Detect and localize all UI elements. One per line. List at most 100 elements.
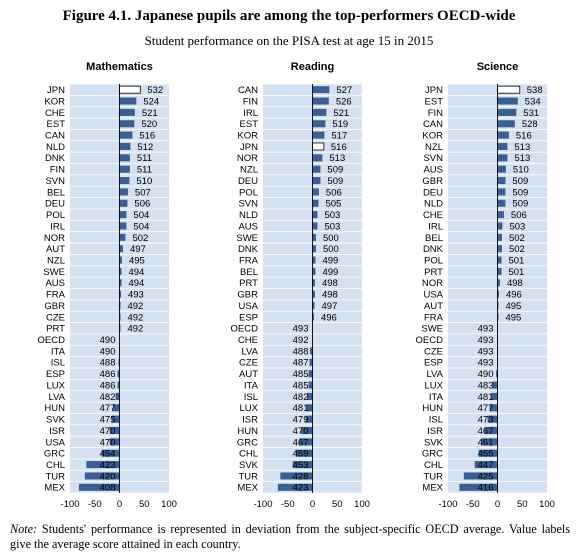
value-label: 492	[127, 301, 143, 312]
category-label: ITA	[51, 346, 66, 357]
bar	[312, 290, 315, 298]
bar	[306, 404, 313, 412]
value-label: 504	[133, 221, 149, 232]
category-label: DNK	[423, 244, 444, 255]
value-label: 516	[139, 131, 155, 142]
value-label: 470	[293, 426, 309, 437]
tick-label: 50	[332, 499, 343, 510]
bar	[308, 370, 313, 378]
bar	[497, 267, 502, 275]
category-label: KOR	[237, 131, 258, 142]
value-label: 496	[321, 312, 337, 323]
value-label: 482	[293, 392, 309, 403]
category-label: NZL	[425, 142, 443, 153]
bar	[497, 279, 500, 287]
category-label: CZE	[46, 312, 65, 323]
value-label: 510	[136, 176, 152, 187]
bar	[497, 313, 499, 321]
bar	[312, 108, 327, 116]
bar	[119, 188, 128, 196]
category-label: ITA	[429, 392, 444, 403]
value-label: 416	[478, 483, 494, 494]
value-label: 454	[100, 449, 116, 460]
category-label: CHL	[46, 460, 65, 471]
category-label: FRA	[424, 312, 444, 323]
category-label: BEL	[47, 187, 65, 198]
figure-subtitle: Student performance on the PISA test at …	[144, 33, 434, 48]
value-label: 493	[478, 346, 494, 357]
bar	[312, 211, 318, 219]
bar	[497, 108, 517, 116]
value-label: 492	[127, 324, 143, 335]
tick-label: 0	[117, 499, 122, 510]
value-label: 428	[293, 471, 309, 482]
value-label: 503	[324, 221, 340, 232]
bar	[497, 245, 502, 253]
value-label: 521	[142, 108, 158, 119]
value-label: 497	[130, 244, 146, 255]
bar	[119, 154, 130, 162]
value-label: 509	[327, 165, 343, 176]
category-label: CAN	[45, 131, 65, 142]
bar	[119, 120, 135, 128]
category-label: USA	[238, 301, 258, 312]
category-label: MEX	[44, 483, 65, 494]
category-label: NOR	[44, 233, 65, 244]
bar	[117, 370, 120, 378]
bar	[117, 381, 120, 389]
category-label: GRC	[237, 437, 258, 448]
bar	[312, 86, 330, 94]
tick-label: 50	[517, 499, 528, 510]
bar	[489, 404, 498, 412]
category-label: DEU	[423, 187, 443, 198]
value-label: 475	[100, 415, 116, 426]
value-label: 490	[100, 346, 116, 357]
bar	[497, 233, 502, 241]
value-label: 513	[514, 142, 530, 153]
category-label: KOR	[422, 131, 443, 142]
bar	[481, 438, 498, 446]
value-label: 470	[100, 426, 116, 437]
value-label: 502	[509, 244, 525, 255]
value-label: 481	[478, 392, 494, 403]
value-label: 531	[523, 108, 539, 119]
value-label: 495	[505, 312, 521, 323]
bar	[478, 449, 498, 457]
value-label: 455	[478, 449, 494, 460]
value-label: 506	[511, 210, 527, 221]
value-label: 423	[293, 483, 309, 494]
value-label: 482	[100, 392, 116, 403]
category-label: FIN	[428, 108, 443, 119]
tick-label: -100	[438, 499, 457, 510]
value-label: 511	[137, 153, 152, 164]
value-label: 499	[322, 255, 338, 266]
value-label: 479	[293, 415, 309, 426]
value-label: 513	[329, 153, 345, 164]
value-label: 470	[100, 437, 116, 448]
category-label: IRL	[243, 108, 258, 119]
charts-canvas: Mathematics JPN 532 KOR 524 CHE 521 EST 520 CAN 51…	[38, 61, 555, 510]
bar	[119, 245, 123, 253]
value-label: 499	[322, 267, 338, 278]
category-label: KOR	[44, 96, 65, 107]
bar	[463, 472, 498, 480]
value-label: 459	[293, 449, 309, 460]
value-label: 423	[100, 460, 116, 471]
value-label: 488	[100, 358, 116, 369]
bar	[119, 313, 121, 321]
value-label: 486	[100, 380, 116, 391]
value-label: 513	[514, 153, 530, 164]
value-label: 519	[332, 119, 348, 130]
bar	[492, 381, 498, 389]
category-label: SWE	[236, 233, 258, 244]
bar	[497, 256, 502, 264]
category-label: ITA	[244, 380, 259, 391]
category-label: NOR	[237, 153, 258, 164]
category-label: MEX	[422, 483, 443, 494]
category-label: ISR	[427, 426, 443, 437]
category-label: HUN	[44, 403, 65, 414]
bar	[312, 222, 318, 230]
category-label: AUS	[45, 278, 65, 289]
bar	[119, 324, 121, 332]
bar	[312, 256, 316, 264]
